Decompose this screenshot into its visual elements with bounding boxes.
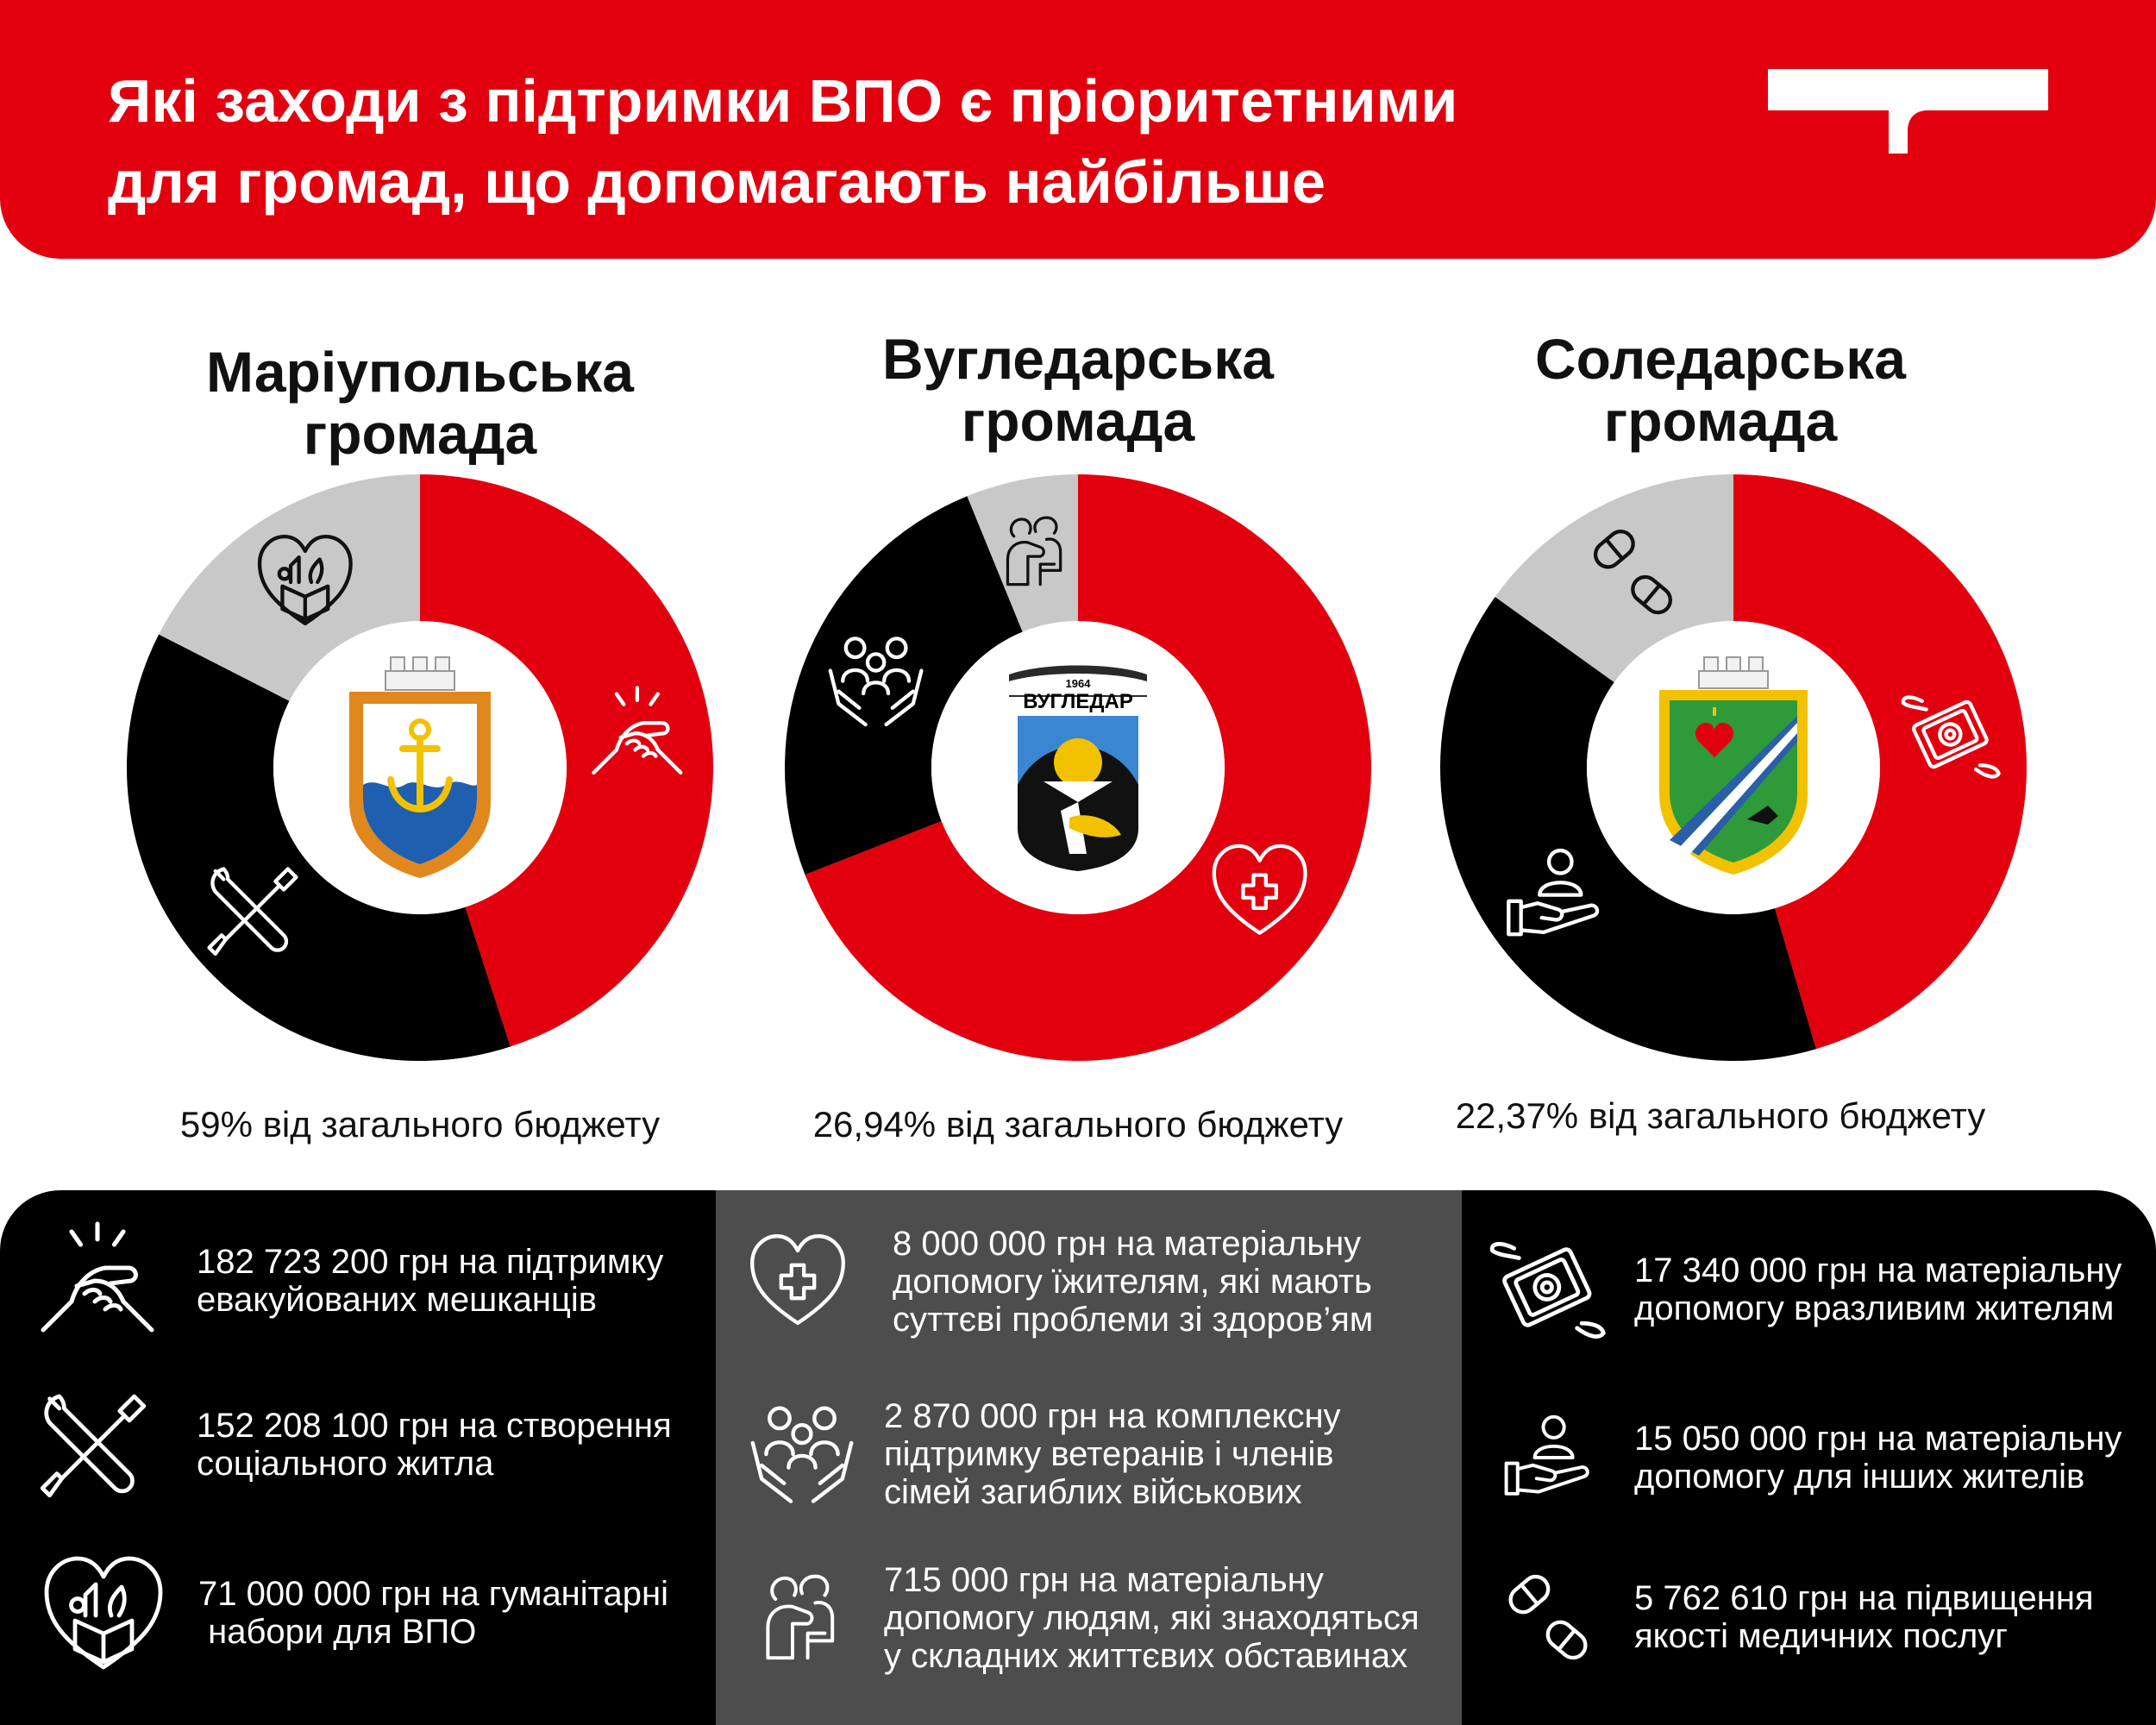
detail-text-line: 152 208 100 грн на створення bbox=[197, 1407, 672, 1445]
details-panel-vuhledar: 8 000 000 грн на матеріальну допомогу їж… bbox=[716, 1190, 1462, 1725]
detail-text: 8 000 000 грн на матеріальну допомогу їж… bbox=[893, 1225, 1373, 1339]
soledar-coat-of-arms bbox=[1659, 656, 1808, 875]
family-hands-icon bbox=[746, 1398, 858, 1510]
hand-person-icon bbox=[1504, 1414, 1589, 1496]
detail-text-line: 715 000 грн на матеріальну bbox=[884, 1561, 1324, 1599]
donut-slice-vuhledar-2 bbox=[785, 496, 1023, 875]
community-title-soledar-line-2: громада bbox=[1603, 389, 1838, 453]
community-title-vuhledar-line-2: громада bbox=[961, 389, 1195, 453]
community-title-soledar-line-1: Соледарська bbox=[1534, 327, 1907, 391]
community-title-mariupol-line-1: Маріупольська bbox=[206, 340, 634, 404]
header-banner: Які заходи з підтримки ВПО є пріоритетни… bbox=[0, 0, 2156, 259]
detail-text-line: допомогу вразливим жителям bbox=[1634, 1289, 2115, 1327]
donut-chart-mariupol bbox=[126, 474, 714, 1061]
details-panel-mariupol: 182 723 200 грн на підтримку евакуйовани… bbox=[0, 1190, 716, 1725]
community-title-mariupol: Маріупольська громада bbox=[84, 341, 756, 465]
detail-text-line: соціального житла bbox=[197, 1445, 494, 1483]
brand-logo bbox=[1768, 69, 2048, 154]
heart-box-icon bbox=[39, 1548, 168, 1678]
vuhledar-coat-of-arms: 1964 ВУГЛЕДАР bbox=[1009, 665, 1147, 871]
community-title-vuhledar-line-1: Вугледарська bbox=[882, 327, 1274, 391]
detail-text-line: 17 340 000 грн на матеріальну bbox=[1634, 1251, 2122, 1289]
detail-text: 715 000 грн на матеріальну допомогу людя… bbox=[884, 1561, 1420, 1675]
detail-text-line: евакуйованих мешканців bbox=[197, 1281, 598, 1319]
heart-medical-icon bbox=[746, 1230, 849, 1333]
detail-text-line: 2 870 000 грн на комплексну bbox=[884, 1397, 1341, 1435]
tools-icon bbox=[33, 1384, 154, 1505]
donut-charts: 1964 ВУГЛЕДАР bbox=[126, 474, 2028, 1062]
donut-slice-soledar-3 bbox=[1495, 474, 1733, 682]
donut-slice-vuhledar-1 bbox=[805, 474, 1372, 1061]
detail-text-line: 8 000 000 грн на матеріальну bbox=[893, 1225, 1362, 1263]
vuhledar-emblem-name: ВУГЛЕДАР bbox=[1023, 690, 1133, 713]
page-title-line-1: Які заходи з підтримки ВПО є пріоритетни… bbox=[108, 67, 1458, 135]
details-panel-soledar: 17 340 000 грн на матеріальну допомогу в… bbox=[1462, 1190, 2156, 1725]
detail-text: 152 208 100 грн на створення соціального… bbox=[197, 1407, 672, 1483]
donut-slice-vuhledar-3 bbox=[967, 474, 1078, 632]
detail-text-line: якості медичних послуг bbox=[1634, 1617, 2008, 1655]
detail-text-line: підтримку ветеранів і членів bbox=[884, 1435, 1334, 1473]
detail-text-line: 15 050 000 грн на матеріальну bbox=[1634, 1420, 2122, 1458]
page-title-line-2: для громад, що допомагають найбільше bbox=[108, 148, 1326, 216]
detail-text: 5 762 610 грн на підвищення якості медич… bbox=[1634, 1579, 2094, 1655]
detail-text-line: 71 000 000 грн на гуманітарні bbox=[198, 1575, 668, 1613]
community-title-mariupol-line-2: громада bbox=[303, 402, 537, 466]
mariupol-coat-of-arms bbox=[349, 656, 491, 878]
detail-text: 182 723 200 грн на підтримку евакуйовани… bbox=[197, 1243, 663, 1319]
detail-text: 2 870 000 грн на комплексну підтримку ве… bbox=[884, 1397, 1341, 1511]
detail-text-line: допомогу для інших жителів bbox=[1634, 1458, 2085, 1496]
donut-slice-soledar-2 bbox=[1440, 596, 1816, 1062]
budget-share-vuhledar: 26,94% від загального бюджету bbox=[812, 1104, 1344, 1145]
detail-item: 715 000 грн на матеріальну допомогу людя… bbox=[755, 1561, 1420, 1675]
donut-slice-mariupol-1 bbox=[420, 474, 714, 1047]
detail-item: 5 762 610 грн на підвищення якості медич… bbox=[1496, 1552, 2094, 1682]
detail-item: 17 340 000 грн на матеріальну допомогу в… bbox=[1488, 1229, 2122, 1350]
detail-text: 15 050 000 грн на матеріальну допомогу д… bbox=[1634, 1420, 2122, 1496]
detail-text-line: у складних життєвих обставинах bbox=[884, 1637, 1408, 1675]
detail-text-line: суттєві проблеми зі здоров’ям bbox=[893, 1301, 1374, 1339]
budget-share-soledar: 22,37% від загального бюджету bbox=[1455, 1095, 1986, 1136]
detail-text-line: сімей загиблих військових bbox=[884, 1473, 1302, 1511]
flying-money-icon bbox=[1488, 1229, 1608, 1350]
handshake-icon bbox=[33, 1216, 162, 1346]
detail-text: 71 000 000 грн на гуманітарні набори для… bbox=[198, 1575, 668, 1651]
detail-item: 71 000 000 грн на гуманітарні набори для… bbox=[39, 1548, 668, 1678]
community-title-vuhledar: Вугледарська громада bbox=[742, 328, 1414, 452]
detail-item: 2 870 000 грн на комплексну підтримку ве… bbox=[746, 1397, 1341, 1511]
detail-text-line: допомогу їжителям, які мають bbox=[893, 1263, 1372, 1301]
detail-text-line: допомогу людям, які знаходяться bbox=[884, 1599, 1420, 1637]
donut-slice-soledar-1 bbox=[1733, 474, 2028, 1050]
detail-text-line: 182 723 200 грн на підтримку bbox=[197, 1243, 664, 1281]
community-title-soledar: Соледарська громада bbox=[1384, 328, 2057, 452]
vuhledar-emblem-year: 1964 bbox=[1066, 677, 1092, 690]
pills-icon bbox=[1496, 1552, 1600, 1682]
detail-item: 15 050 000 грн на матеріальну допомогу д… bbox=[1492, 1410, 2122, 1505]
donut-slice-mariupol-2 bbox=[126, 634, 511, 1061]
page-title: Які заходи з підтримки ВПО є пріоритетни… bbox=[108, 60, 1660, 223]
detail-item: 8 000 000 грн на матеріальну допомогу їж… bbox=[746, 1225, 1373, 1339]
detail-item: 152 208 100 грн на створення соціального… bbox=[33, 1384, 672, 1505]
detail-text-line: 5 762 610 грн на підвищення bbox=[1634, 1579, 2094, 1617]
budget-share-mariupol: 59% від загального бюджету bbox=[179, 1104, 661, 1145]
detail-text: 17 340 000 грн на матеріальну допомогу в… bbox=[1634, 1251, 2122, 1327]
detail-text-line: набори для ВПО bbox=[198, 1613, 477, 1651]
hug-icon bbox=[766, 1574, 835, 1660]
detail-item: 182 723 200 грн на підтримку евакуйовани… bbox=[33, 1216, 663, 1346]
